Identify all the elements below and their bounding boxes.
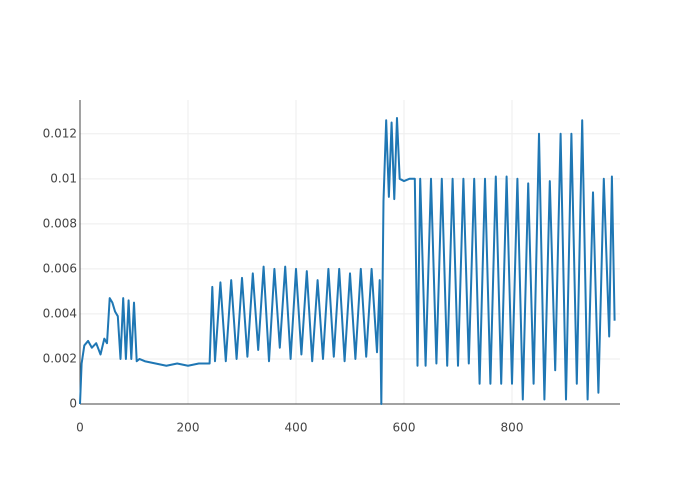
y-tick-label: 0.01 bbox=[50, 171, 77, 185]
y-tick-label: 0.002 bbox=[43, 351, 77, 365]
x-tick-label: 600 bbox=[393, 421, 416, 435]
y-tick-label: 0.006 bbox=[43, 261, 77, 275]
y-tick-label: 0 bbox=[69, 397, 77, 411]
y-tick-label: 0.012 bbox=[43, 126, 77, 140]
x-tick-label: 200 bbox=[177, 421, 200, 435]
x-tick-label: 800 bbox=[501, 421, 524, 435]
x-tick-label: 400 bbox=[285, 421, 308, 435]
y-tick-label: 0.004 bbox=[43, 306, 77, 320]
y-tick-label: 0.008 bbox=[43, 216, 77, 230]
x-tick-label: 0 bbox=[76, 421, 84, 435]
data-line bbox=[79, 117, 616, 405]
